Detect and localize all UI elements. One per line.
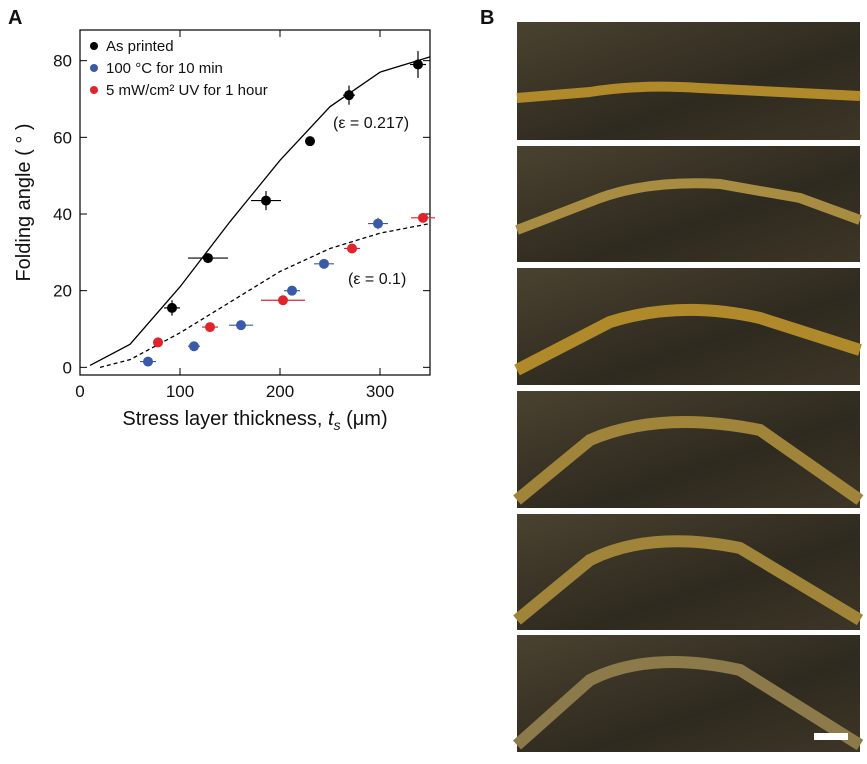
legend-marker: [90, 64, 98, 72]
x-tick-label: 100: [166, 382, 194, 401]
strip: [515, 178, 862, 235]
data-point: [287, 285, 297, 296]
y-axis-label: Folding angle ( ° ): [13, 123, 35, 281]
x-axis-label-part: t: [328, 408, 335, 430]
x-tick-label: 0: [75, 382, 84, 401]
x-axis-label-part: Stress layer thickness,: [122, 408, 328, 430]
x-tick-label: 200: [266, 382, 294, 401]
x-axis-label: Stress layer thickness, ts (μm): [122, 408, 387, 433]
photo: [517, 391, 860, 508]
data-point: [347, 243, 357, 254]
panel-label: B: [480, 7, 494, 29]
plot-frame: [79, 29, 431, 376]
data-point: [153, 337, 163, 348]
scale-bar: [814, 733, 848, 740]
x-tick-label: 300: [366, 382, 394, 401]
strip: [513, 535, 864, 626]
y-tick-label: 40: [53, 205, 72, 224]
data-point: [236, 320, 246, 331]
data-point: [203, 253, 213, 264]
strip: [514, 303, 862, 376]
annotation: (ε = 0.217): [333, 115, 409, 132]
legend-label: 5 mW/cm² UV for 1 hour: [106, 82, 268, 99]
data-point: [344, 90, 354, 101]
data-point: [278, 295, 288, 306]
photo-panel: [513, 22, 864, 752]
legend-label: As printed: [106, 38, 174, 55]
y-tick-label: 20: [53, 282, 72, 301]
x-axis-label-part: s: [334, 417, 341, 433]
data-point: [418, 212, 428, 223]
y-tick-label: 80: [53, 52, 72, 71]
annotation: (ε = 0.1): [348, 271, 406, 288]
legend-label: 100 °C for 10 min: [106, 60, 223, 77]
data-point: [167, 302, 177, 313]
data-point: [261, 195, 271, 206]
fit-curve: [99, 222, 431, 368]
data-point: [319, 258, 329, 269]
data-point: [189, 341, 199, 352]
y-tick-label: 0: [63, 358, 72, 377]
photo: [517, 22, 860, 140]
legend-marker: [90, 42, 98, 50]
panel-label: A: [8, 7, 22, 29]
y-tick-label: 60: [53, 128, 72, 147]
data-point: [205, 322, 215, 333]
x-axis-label-part: (μm): [341, 408, 388, 430]
data-point: [143, 356, 153, 367]
fit-curve: [89, 56, 431, 366]
data-point: [305, 136, 315, 147]
legend-marker: [90, 86, 98, 94]
data-point: [413, 59, 423, 70]
strip: [513, 656, 864, 751]
strip: [513, 416, 864, 505]
photo: [517, 268, 860, 385]
data-point: [373, 218, 383, 229]
strip: [516, 81, 861, 103]
